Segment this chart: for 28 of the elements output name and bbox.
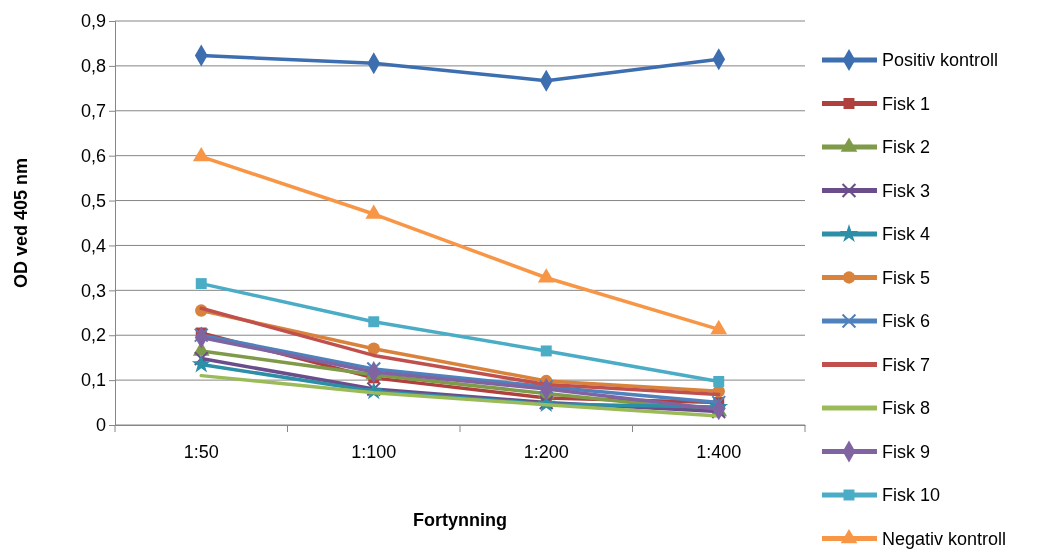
- y-tick-label: 0,5: [80, 190, 106, 211]
- y-tick-label: 0,8: [80, 56, 106, 77]
- y-tick-label: 0,3: [80, 280, 106, 301]
- legend-label: Fisk 5: [882, 267, 931, 288]
- x-tick-label: 1:100: [351, 441, 397, 462]
- legend-label: Fisk 10: [882, 485, 941, 505]
- x-axis-title: Fortynning: [413, 510, 507, 530]
- y-tick-label: 0,7: [80, 101, 106, 122]
- legend-label: Fisk 8: [882, 398, 931, 418]
- legend-label: Negativ kontroll: [882, 528, 1007, 549]
- y-tick-label: 0,2: [80, 325, 106, 346]
- legend-label: Fisk 3: [882, 180, 931, 201]
- x-tick-label: 1:200: [523, 441, 569, 462]
- legend-label: Fisk 9: [882, 441, 931, 462]
- y-tick-label: 0,6: [80, 145, 106, 166]
- y-axis-title: OD ved 405 nm: [11, 157, 31, 289]
- legend-label: Fisk 2: [882, 137, 931, 157]
- y-tick-label: 0: [95, 415, 106, 436]
- legend-label: Fisk 6: [882, 311, 931, 331]
- x-tick-label: 1:50: [183, 441, 219, 462]
- y-tick-label: 0,4: [80, 235, 106, 256]
- legend-label: Fisk 4: [882, 224, 931, 244]
- legend-label: Fisk 1: [882, 93, 931, 114]
- y-tick-label: 0,1: [80, 370, 106, 391]
- y-tick-label: 0,9: [80, 11, 106, 32]
- x-tick-label: 1:400: [696, 441, 742, 462]
- legend-label: Fisk 7: [882, 354, 931, 375]
- legend-label: Positiv kontroll: [882, 50, 999, 70]
